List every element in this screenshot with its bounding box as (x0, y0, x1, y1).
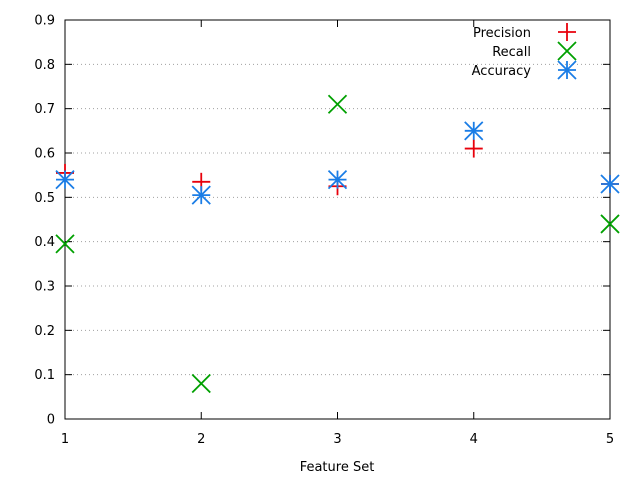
y-tick-label: 0.7 (34, 102, 55, 117)
recall-point (600, 214, 620, 234)
y-tick-label: 0.5 (34, 191, 55, 206)
precision-point (464, 139, 483, 158)
accuracy-point (600, 174, 620, 194)
y-tick-label: 0 (47, 413, 55, 428)
data-points (55, 94, 620, 394)
recall-point (191, 373, 211, 394)
accuracy-point (464, 121, 484, 141)
legend: Precision Recall Accuracy (472, 23, 577, 80)
legend-marker-precision (558, 23, 576, 41)
legend-marker-recall (557, 41, 577, 61)
grid-lines (65, 63, 610, 376)
x-tick-label: 5 (606, 432, 614, 447)
legend-label-recall: Recall (492, 45, 531, 60)
plot-frame (64, 19, 611, 420)
accuracy-point (327, 169, 348, 190)
y-tick-label: 0.2 (34, 324, 55, 339)
x-axis: 1 2 3 4 5 (61, 20, 614, 447)
accuracy-point (191, 185, 211, 205)
recall-point (327, 94, 348, 114)
y-tick-label: 0.6 (34, 147, 55, 162)
x-tick-label: 3 (333, 432, 341, 447)
y-tick-label: 0.1 (34, 368, 55, 383)
y-axis: 0 0.1 0.2 0.3 0.4 0.5 0.6 0.7 0.8 0.9 (34, 14, 610, 428)
legend-marker-accuracy (557, 60, 577, 80)
legend-label-accuracy: Accuracy (472, 64, 532, 79)
x-tick-label: 1 (61, 432, 69, 447)
recall-point (55, 234, 75, 254)
x-tick-label: 2 (197, 432, 205, 447)
y-tick-label: 0.4 (34, 235, 55, 250)
legend-label-precision: Precision (473, 26, 531, 41)
x-tick-label: 4 (470, 432, 478, 447)
y-tick-label: 0.8 (34, 58, 55, 73)
accuracy-point (55, 169, 75, 190)
y-tick-label: 0.9 (34, 14, 55, 29)
y-tick-label: 0.3 (34, 280, 55, 295)
x-axis-label: Feature Set (300, 460, 375, 475)
